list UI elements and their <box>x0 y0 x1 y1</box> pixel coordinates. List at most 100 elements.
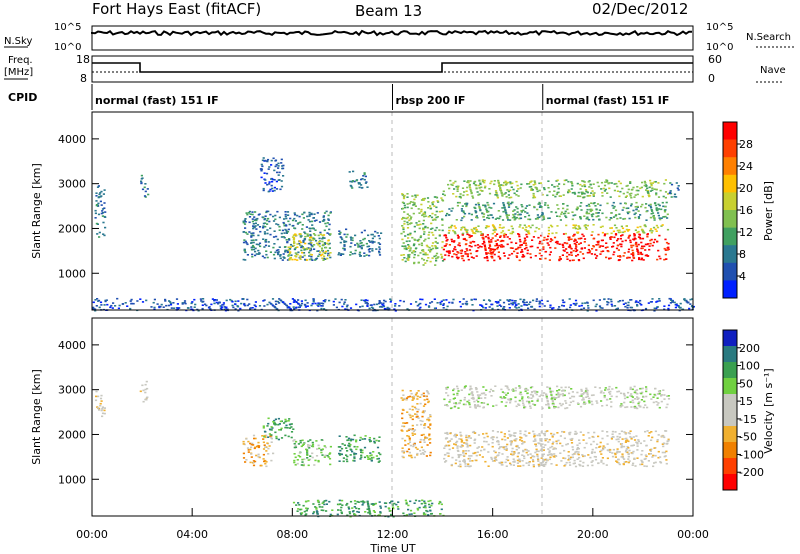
velocity-ylabel: Slant Range [km] <box>30 369 43 465</box>
heatmap-cell <box>568 253 571 256</box>
heatmap-cell <box>379 507 382 509</box>
heatmap-cell <box>666 440 669 442</box>
heatmap-cell <box>627 251 630 253</box>
heatmap-cell <box>297 306 300 309</box>
heatmap-cell <box>675 182 678 184</box>
heatmap-cell <box>481 456 484 458</box>
heatmap-cell <box>466 303 469 305</box>
heatmap-cell <box>92 306 95 309</box>
heatmap-cell <box>553 433 556 436</box>
heatmap-cell <box>558 306 561 308</box>
heatmap-cell <box>665 450 668 453</box>
heatmap-cell <box>571 184 574 187</box>
heatmap-cell <box>606 202 609 205</box>
heatmap-cell <box>529 226 532 229</box>
heatmap-cell <box>565 255 569 258</box>
heatmap-cell <box>462 210 465 212</box>
heatmap-cell <box>271 190 274 192</box>
heatmap-cell <box>422 250 425 253</box>
heatmap-cell <box>461 205 464 207</box>
heatmap-cell <box>478 180 481 182</box>
heatmap-cell <box>247 440 250 443</box>
heatmap-cell <box>448 214 451 216</box>
heatmap-cell <box>604 246 607 249</box>
heatmap-cell <box>193 306 196 308</box>
heatmap-cell <box>499 215 502 218</box>
heatmap-cell <box>643 245 646 248</box>
heatmap-cell <box>369 454 372 457</box>
heatmap-cell <box>647 302 650 304</box>
heatmap-cell <box>518 235 521 238</box>
heatmap-cell <box>311 452 314 455</box>
heatmap-cell <box>618 213 621 215</box>
heatmap-cell <box>389 298 392 300</box>
heatmap-cell <box>339 241 342 244</box>
heatmap-cell <box>542 446 545 449</box>
heatmap-cell <box>512 188 515 191</box>
heatmap-cell <box>378 243 382 245</box>
heatmap-cell <box>274 418 277 421</box>
heatmap-cell <box>431 247 435 250</box>
heatmap-cell <box>265 238 268 241</box>
heatmap-cell <box>384 300 387 303</box>
heatmap-cell <box>565 308 568 311</box>
heatmap-cell <box>647 192 650 194</box>
heatmap-cell <box>677 306 681 308</box>
heatmap-cell <box>406 422 409 424</box>
heatmap-cell <box>557 208 560 210</box>
heatmap-cell <box>346 455 349 458</box>
heatmap-cell <box>116 297 119 300</box>
heatmap-cell <box>491 442 494 444</box>
heatmap-cell <box>254 225 257 227</box>
heatmap-cell <box>454 462 457 465</box>
heatmap-cell <box>636 305 639 307</box>
heatmap-cell <box>629 195 632 197</box>
heatmap-cell <box>427 305 431 307</box>
heatmap-cell <box>502 396 506 398</box>
heatmap-cell <box>618 300 622 302</box>
heatmap-cell <box>314 259 317 261</box>
heatmap-cell <box>217 302 220 305</box>
heatmap-cell <box>378 436 381 438</box>
heatmap-cell <box>328 453 331 455</box>
heatmap-cell <box>378 250 381 253</box>
heatmap-cell <box>349 251 352 253</box>
heatmap-cell <box>456 251 459 253</box>
heatmap-cell <box>553 453 556 455</box>
heatmap-cell <box>591 231 594 233</box>
heatmap-cell <box>504 211 507 213</box>
heatmap-cell <box>578 305 581 307</box>
heatmap-cell <box>443 454 447 456</box>
heatmap-cell <box>560 460 563 462</box>
heatmap-cell <box>551 443 554 445</box>
heatmap-cell <box>379 302 382 304</box>
heatmap-cell <box>577 191 580 194</box>
heatmap-cell <box>637 439 640 441</box>
heatmap-cell <box>577 453 580 456</box>
heatmap-cell <box>318 242 321 245</box>
heatmap-cell <box>667 193 670 195</box>
heatmap-cell <box>646 187 649 190</box>
heatmap-cell <box>476 394 480 396</box>
heatmap-cell <box>459 434 462 436</box>
colorbar-tick-label: 24 <box>739 160 753 173</box>
heatmap-cell <box>551 399 554 402</box>
heatmap-cell <box>525 301 528 304</box>
heatmap-cell <box>413 261 416 264</box>
heatmap-cell <box>246 254 249 256</box>
heatmap-cell <box>605 216 608 219</box>
heatmap-cell <box>566 258 569 260</box>
heatmap-cell <box>328 233 331 235</box>
heatmap-cell <box>478 187 481 189</box>
heatmap-cell <box>321 249 324 251</box>
heatmap-cell <box>656 397 659 399</box>
heatmap-cell <box>636 398 639 400</box>
heatmap-cell <box>265 434 268 437</box>
heatmap-cell <box>448 250 451 252</box>
heatmap-cell <box>325 210 328 213</box>
heatmap-cell <box>650 431 653 433</box>
heatmap-cell <box>353 445 356 448</box>
heatmap-cell <box>596 443 599 446</box>
heatmap-cell <box>496 301 499 304</box>
heatmap-cell <box>318 241 321 243</box>
